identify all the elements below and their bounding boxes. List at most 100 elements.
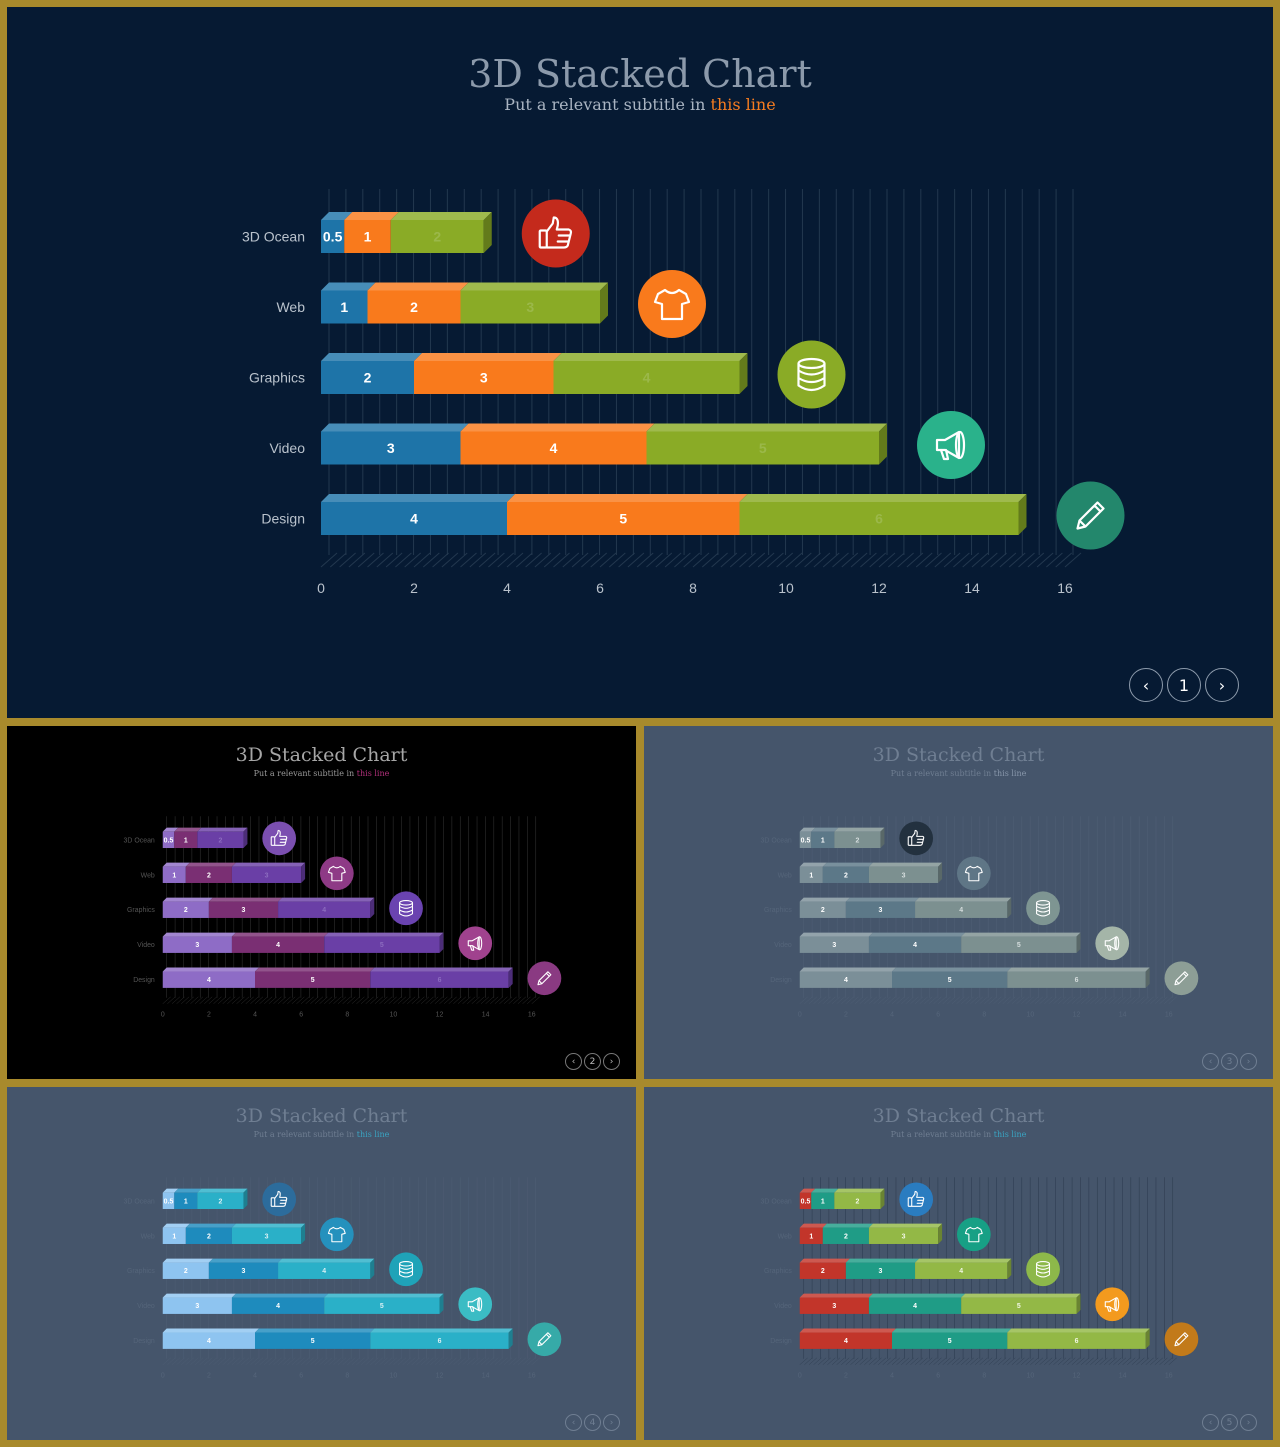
slide-title: 3D Stacked Chart: [468, 52, 812, 96]
floor-hatch: [1025, 1357, 1034, 1365]
bar-front-face: [162, 1227, 186, 1244]
floor-hatch: [162, 1357, 171, 1365]
data-label: 5: [948, 1338, 952, 1345]
page-number-button[interactable]: 1: [1167, 668, 1201, 702]
page-number-button[interactable]: 5: [1221, 1414, 1238, 1431]
bar-segment: 1: [811, 827, 839, 849]
floor-hatch: [859, 996, 868, 1004]
floor-hatch: [499, 996, 508, 1004]
floor-hatch: [222, 996, 231, 1004]
x-tick-label: 0: [798, 1373, 802, 1380]
page-number-button[interactable]: 4: [584, 1414, 601, 1431]
floor-hatch: [329, 552, 347, 568]
floor-hatch: [1039, 1357, 1048, 1365]
floor-hatch: [167, 1357, 176, 1365]
bar-top-face: [174, 827, 202, 832]
floor-hatch: [1020, 1357, 1030, 1365]
slide-title: 3D Stacked Chart: [235, 1105, 408, 1127]
floor-hatch: [351, 996, 360, 1004]
floor-hatch: [273, 996, 282, 1004]
subtitle-text: Put a relevant subtitle in: [253, 1130, 357, 1139]
floor-hatch: [1039, 996, 1048, 1004]
icon-circle: [899, 1182, 934, 1217]
data-label: 0.5: [164, 837, 174, 844]
next-slide-button[interactable]: ›: [1205, 668, 1239, 702]
bar-segment: 4: [915, 897, 1012, 918]
floor-hatch: [1140, 1357, 1150, 1365]
bar-top-face: [845, 1258, 920, 1263]
bar-top-face: [799, 967, 896, 972]
data-label: 5: [619, 511, 627, 527]
floor-hatch: [1067, 1357, 1076, 1365]
floor-hatch: [836, 1357, 845, 1365]
floor-hatch: [1145, 1357, 1154, 1365]
floor-hatch: [457, 1357, 467, 1365]
floor-hatch: [314, 1357, 324, 1365]
bar-segment: 0.5: [162, 827, 179, 849]
x-tick-label: 12: [1073, 1012, 1081, 1019]
floor-hatch: [320, 552, 338, 568]
bar-segment: 1: [321, 282, 376, 324]
next-slide-button[interactable]: ›: [603, 1053, 620, 1070]
x-tick-label: 6: [299, 1373, 303, 1380]
bar-top-face: [799, 862, 827, 867]
bar-side-face: [1018, 494, 1027, 535]
prev-slide-button[interactable]: ‹: [1202, 1053, 1219, 1070]
floor-hatch: [804, 996, 813, 1004]
floor-hatch: [993, 1357, 1002, 1365]
floor-hatch: [971, 552, 989, 568]
prev-slide-button[interactable]: ‹: [565, 1053, 582, 1070]
bar-segment: 4: [231, 1293, 329, 1314]
floor-hatch: [522, 996, 531, 1004]
floor-hatch: [873, 996, 882, 1004]
floor-hatch: [850, 552, 868, 568]
database-icon: [389, 1252, 423, 1287]
thumbnail-slide-slate-multicolor[interactable]: 0 2 4 6 8 10 12 14 16 3D Ocean 0.5 1 2 Web 1 2 3 Graphics…: [644, 1087, 1273, 1440]
x-tick-label: 10: [778, 580, 794, 596]
floor-hatch: [185, 1357, 194, 1365]
pencil-icon: [1164, 961, 1199, 996]
icon-circle: [458, 1287, 493, 1322]
prev-slide-button[interactable]: ‹: [1202, 1414, 1219, 1431]
prev-slide-button[interactable]: ‹: [1129, 668, 1163, 702]
category-label: 3D Ocean: [761, 1198, 792, 1205]
bar-front-face: [892, 1332, 1008, 1349]
data-label: 4: [550, 440, 558, 456]
next-slide-button[interactable]: ›: [603, 1414, 620, 1431]
bar-side-face: [439, 932, 444, 953]
main-slide: 0 2 4 6 8 10 12 14 16 3D Ocean 0.5 1 2 Web 1 2 3 Graphics…: [7, 7, 1273, 718]
bar-side-face: [1076, 932, 1081, 953]
bar-segment: 3: [868, 1223, 943, 1244]
page-number-button[interactable]: 2: [584, 1053, 601, 1070]
next-slide-button[interactable]: ›: [1240, 1053, 1257, 1070]
thumbnail-slide-black[interactable]: 0 2 4 6 8 10 12 14 16 3D Ocean 0.5 1 2 Web 1 2 3 Graphics…: [7, 726, 636, 1079]
floor-hatch: [878, 552, 896, 568]
bar-segment: 3: [162, 1293, 236, 1314]
bar-segment: 3: [868, 862, 943, 883]
floor-hatch: [480, 996, 490, 1004]
bar-segment: 1: [344, 212, 399, 253]
data-label: 1: [184, 837, 188, 844]
prev-slide-button[interactable]: ‹: [565, 1414, 582, 1431]
thumbnail-slide-slate[interactable]: 0 2 4 6 8 10 12 14 16 3D Ocean 0.5 1 2 Web 1 2 3 Graphics…: [644, 726, 1273, 1079]
floor-hatch: [997, 996, 1007, 1004]
bar-front-face: [162, 866, 186, 883]
floor-hatch: [1057, 1357, 1067, 1365]
floor-hatch: [924, 1357, 933, 1365]
data-label: 1: [172, 1233, 176, 1240]
floor-hatch: [181, 1357, 190, 1365]
thumbnail-slide-slate-blue[interactable]: 0 2 4 6 8 10 12 14 16 3D Ocean 0.5 1 2 Web 1 2 3 Graphics…: [7, 1087, 636, 1440]
floor-hatch: [485, 1357, 494, 1365]
bar-top-face: [162, 1223, 190, 1228]
data-label: 2: [844, 1233, 848, 1240]
bar-side-face: [243, 1188, 248, 1210]
data-label: 1: [340, 299, 348, 315]
page-number-button[interactable]: 3: [1221, 1053, 1238, 1070]
next-slide-button[interactable]: ›: [1240, 1414, 1257, 1431]
floor-hatch: [896, 996, 905, 1004]
bar-segment: 5: [255, 967, 375, 988]
x-tick-label: 16: [528, 1373, 536, 1380]
icon-glyph: [964, 865, 983, 882]
